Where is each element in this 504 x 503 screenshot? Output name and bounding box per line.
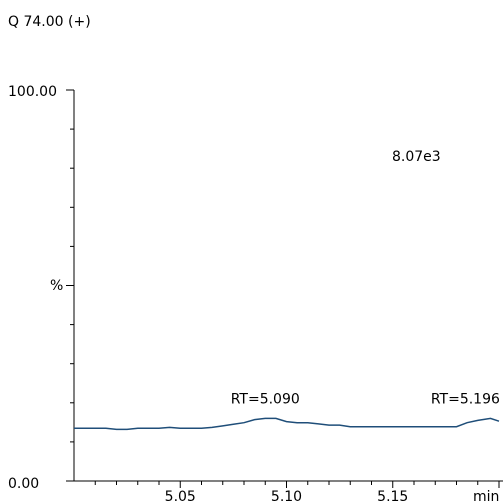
peak-rt-label: RT=5.196 <box>431 391 500 407</box>
chart-title: Q 74.00 (+) <box>8 14 91 30</box>
x-axis-tick-labels: 5.05 5.10 5.15 <box>165 489 409 503</box>
y-axis-label: % <box>50 278 63 294</box>
x-tick-label: 5.15 <box>377 489 408 503</box>
y-tick-label-min: 0.00 <box>8 476 39 492</box>
chromatogram-trace <box>74 417 500 431</box>
y-axis-ticks <box>66 89 74 482</box>
peak-rt-label: RT=5.090 <box>231 391 300 407</box>
intensity-label: 8.07e3 <box>392 149 441 165</box>
x-axis-unit-label: min <box>473 489 499 503</box>
x-tick-label: 5.05 <box>165 489 196 503</box>
x-tick-label: 5.10 <box>271 489 302 503</box>
y-tick-label-max: 100.00 <box>8 84 57 100</box>
peak-annotations: RT=5.090 RT=5.196 <box>231 391 500 407</box>
x-axis-ticks <box>94 481 500 488</box>
